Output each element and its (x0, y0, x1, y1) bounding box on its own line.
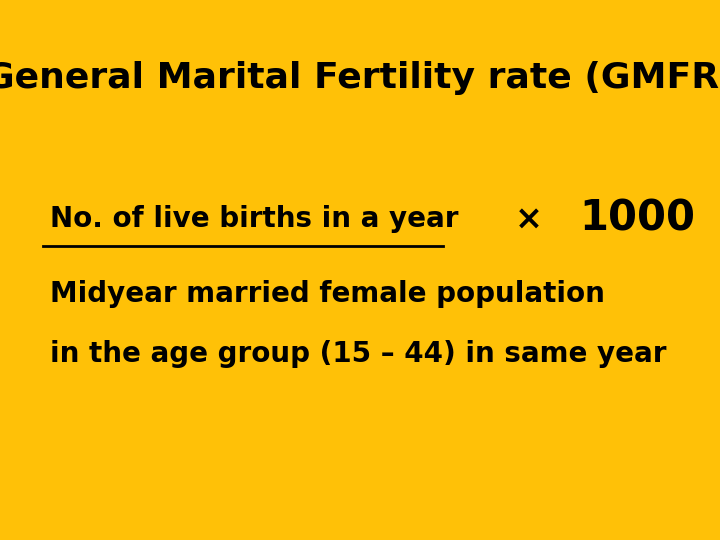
Text: Midyear married female population: Midyear married female population (50, 280, 606, 308)
Text: No. of live births in a year: No. of live births in a year (50, 205, 459, 233)
Text: in the age group (15 – 44) in same year: in the age group (15 – 44) in same year (50, 340, 667, 368)
Text: ×: × (516, 202, 543, 235)
Text: General Marital Fertility rate (GMFR): General Marital Fertility rate (GMFR) (0, 62, 720, 95)
Text: 1000: 1000 (579, 198, 696, 240)
